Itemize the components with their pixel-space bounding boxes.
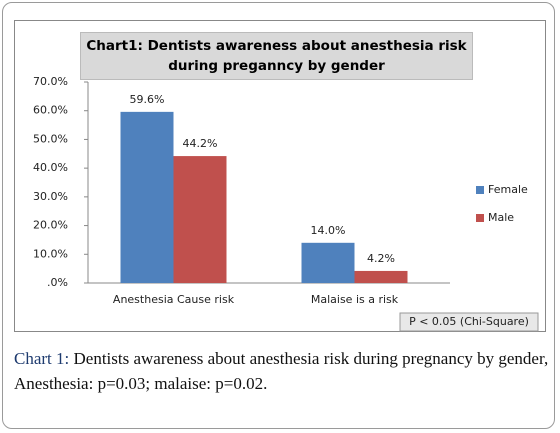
chart-frame <box>14 20 546 332</box>
y-tick-label: 10.0% <box>33 247 68 260</box>
y-tick-label: 60.0% <box>33 104 68 117</box>
caption: Chart 1: Dentists awareness about anesth… <box>14 346 549 396</box>
chart-title: Chart1: Dentists awareness about anesthe… <box>80 32 473 80</box>
y-tick-label: 50.0% <box>33 132 68 145</box>
bar <box>120 111 174 283</box>
legend-swatch <box>476 186 484 194</box>
annotation: P < 0.05 (Chi-Square) <box>409 315 529 328</box>
bar <box>354 270 408 283</box>
y-tick-label: 70.0% <box>33 75 68 88</box>
figure <box>2 2 555 429</box>
value-label: 44.2% <box>183 137 218 150</box>
y-tick-label: 40.0% <box>33 161 68 174</box>
bar <box>173 156 227 283</box>
caption-label: Chart 1: <box>14 349 70 368</box>
y-tick-label: 30.0% <box>33 190 68 203</box>
value-label: 59.6% <box>130 93 165 106</box>
legend-swatch <box>476 214 484 222</box>
bar <box>301 242 355 283</box>
legend-label: Male <box>488 211 514 224</box>
legend-label: Female <box>488 183 528 196</box>
x-tick-label: Anesthesia Cause risk <box>113 293 235 306</box>
caption-text: Dentists awareness about anesthesia risk… <box>14 349 549 393</box>
y-tick-label: 20.0% <box>33 219 68 232</box>
y-tick-label: .0% <box>47 276 68 289</box>
value-label: 4.2% <box>367 252 395 265</box>
value-label: 14.0% <box>311 224 346 237</box>
annotation-box <box>399 312 539 332</box>
x-tick-label: Malaise is a risk <box>311 293 399 306</box>
